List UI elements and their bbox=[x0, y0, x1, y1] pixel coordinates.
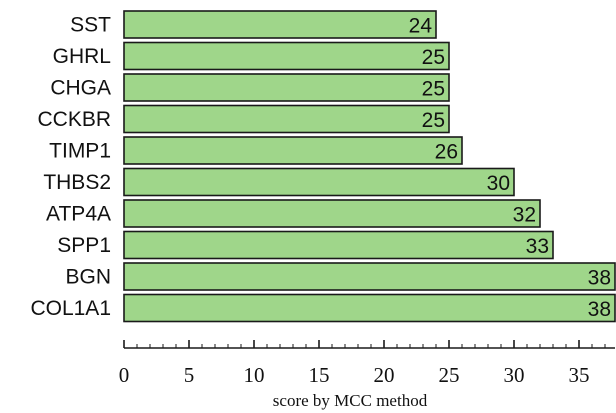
category-label-atp4a: ATP4A bbox=[46, 203, 111, 226]
category-labels-group: SST GHRL CHGA CCKBR TIMP1 THBS2 ATP4A SPP1 BGN CO… bbox=[30, 14, 111, 321]
bars-group bbox=[123, 10, 616, 323]
bar-cckbr bbox=[123, 104, 450, 134]
value-label-spp1: 33 bbox=[526, 235, 549, 258]
value-label-cckbr: 25 bbox=[422, 109, 445, 132]
value-label-sst: 24 bbox=[409, 15, 433, 38]
bar-bgn bbox=[123, 262, 616, 291]
x-tick-label-35: 35 bbox=[569, 363, 590, 387]
bar-timp1 bbox=[123, 136, 463, 165]
x-tick-label-20: 20 bbox=[374, 363, 395, 387]
bar-ghrl bbox=[123, 41, 450, 71]
x-tick-label-10: 10 bbox=[244, 363, 265, 387]
category-label-ghrl: GHRL bbox=[53, 45, 111, 68]
bar-spp1 bbox=[123, 230, 554, 260]
value-label-thbs2: 30 bbox=[487, 172, 510, 195]
category-label-bgn: BGN bbox=[65, 266, 111, 289]
category-label-timp1: TIMP1 bbox=[49, 140, 111, 163]
category-label-spp1: SPP1 bbox=[57, 234, 111, 257]
value-label-bgn: 38 bbox=[588, 267, 611, 290]
x-tick-label-25: 25 bbox=[439, 363, 460, 387]
value-label-chga: 25 bbox=[422, 78, 445, 101]
x-axis-title: score by MCC method bbox=[273, 391, 428, 410]
value-label-timp1: 26 bbox=[435, 141, 458, 164]
x-tick-label-30: 30 bbox=[504, 363, 525, 387]
category-label-chga: CHGA bbox=[50, 77, 111, 100]
bar-sst bbox=[123, 10, 437, 39]
x-tick-label-5: 5 bbox=[184, 363, 195, 387]
bar-col1a1 bbox=[123, 293, 616, 323]
bar-atp4a bbox=[123, 199, 541, 228]
category-label-sst: SST bbox=[70, 14, 111, 37]
value-label-atp4a: 32 bbox=[513, 204, 536, 227]
category-label-cckbr: CCKBR bbox=[37, 108, 111, 131]
value-label-col1a1: 38 bbox=[588, 298, 611, 321]
bar-chga bbox=[123, 73, 450, 102]
bar-thbs2 bbox=[123, 167, 515, 197]
category-label-thbs2: THBS2 bbox=[43, 171, 111, 194]
x-axis: 0 5 10 15 20 25 30 35 bbox=[119, 340, 615, 387]
x-tick-label-0: 0 bbox=[119, 363, 130, 387]
x-tick-label-15: 15 bbox=[309, 363, 330, 387]
category-label-col1a1: COL1A1 bbox=[30, 297, 111, 320]
value-label-ghrl: 25 bbox=[422, 46, 445, 69]
